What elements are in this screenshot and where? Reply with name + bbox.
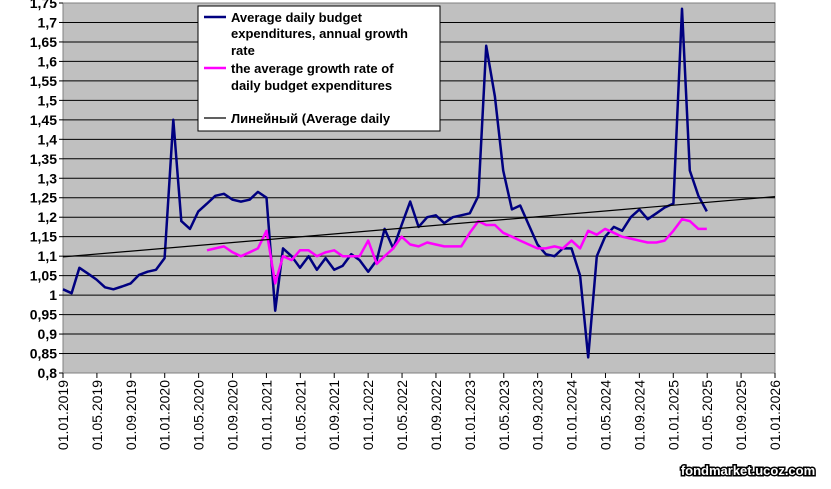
x-tick-label: 01.01.2019 [55,380,71,450]
x-axis-tick-labels: 01.01.2019 01.05.2019 01.09.2019 01.01.2020… [55,373,783,450]
x-tick-label: 01.05.2025 [699,380,715,450]
legend-label-1: Average daily budget [231,10,363,25]
x-tick-label: 01.05.2021 [292,380,308,450]
x-tick-label: 01.05.2024 [597,380,613,450]
x-tick-label: 01.05.2022 [394,380,410,450]
legend-label-2: the average growth rate of [231,61,394,76]
x-tick-label: 01.01.2021 [258,380,274,450]
credit-watermark: fondmarket.ucoz.com [679,462,816,480]
y-tick-label: 1,15 [30,229,57,245]
x-tick-label: 01.01.2022 [360,380,376,450]
y-tick-label: 0,9 [38,326,58,342]
legend-label-1: rate [231,43,255,58]
x-tick-label: 01.05.2020 [191,380,207,450]
series-line-3 [62,196,776,258]
x-tick-label: 01.09.2022 [428,380,444,450]
legend-label-3: Линейный (Average daily [231,111,391,126]
legend-label-1: expenditures, annual growth [231,26,408,41]
x-tick-label: 01.05.2019 [89,380,105,450]
x-tick-label: 01.09.2021 [326,380,342,450]
y-tick-label: 1,1 [38,248,58,264]
credit-text: fondmarket.ucoz.com [681,463,815,478]
x-tick-label: 01.01.2020 [157,380,173,450]
x-tick-label: 01.09.2019 [123,380,139,450]
x-tick-label: 01.05.2023 [496,380,512,450]
x-tick-label: 01.01.2024 [564,380,580,450]
y-tick-label: 1,5 [38,92,58,108]
y-tick-label: 1,25 [30,190,57,206]
x-tick-label: 01.09.2025 [733,380,749,450]
y-tick-label: 1,65 [30,34,57,50]
y-tick-label: 1,2 [38,209,58,225]
y-tick-label: 1,75 [30,0,57,11]
x-tick-label: 01.01.2025 [665,380,681,450]
x-tick-label: 01.09.2020 [225,380,241,450]
series-line-1 [62,7,708,359]
legend-label-2: daily budget expenditures [231,78,392,93]
y-tick-label: 1,6 [38,53,58,69]
y-tick-label: 1,05 [30,268,57,284]
y-tick-label: 0,95 [30,307,57,323]
y-tick-label: 0,8 [38,365,58,381]
x-tick-label: 01.09.2024 [631,380,647,450]
y-tick-label: 0,85 [30,346,57,362]
legend-box [197,5,441,132]
x-tick-label: 01.01.2026 [767,380,783,450]
y-tick-label: 1,45 [30,112,57,128]
x-tick-label: 01.01.2023 [462,380,478,450]
y-tick-label: 1,7 [38,14,58,30]
x-tick-label: 01.09.2023 [530,380,546,450]
series-lines [62,7,776,359]
y-tick-label: 1 [49,287,57,303]
y-tick-label: 1,55 [30,73,57,89]
y-tick-label: 1,35 [30,151,57,167]
y-tick-label: 1,3 [38,170,58,186]
y-tick-label: 1,4 [38,131,58,147]
y-axis-tick-labels: 0,8 0,85 0,9 0,95 1 1,05 1,1 1,15 1,2 1,25 1,3 1,35… [30,0,63,381]
series-line-2 [206,217,707,285]
